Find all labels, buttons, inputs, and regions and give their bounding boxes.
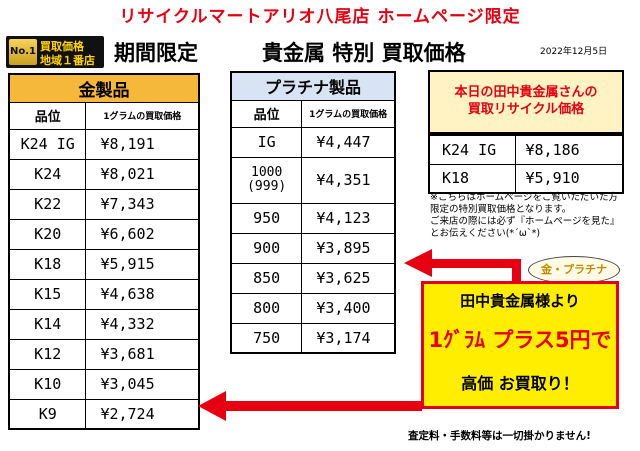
platinum-price-table: プラチナ製品 品位 1グラムの買取価格 IG ¥4,447 1000 (999) ¥…	[230, 71, 396, 354]
table-row: 1000 (999) ¥4,351	[230, 156, 396, 204]
lower-arrow-head-icon	[198, 391, 226, 421]
platinum-price: ¥3,400	[301, 292, 396, 324]
platinum-grade: 750	[230, 322, 303, 354]
gold-grade: K14	[8, 308, 87, 340]
gold-grade: K10	[8, 368, 87, 400]
platinum-price: ¥4,351	[301, 156, 396, 204]
table-row: 900 ¥3,895	[230, 232, 396, 264]
gold-grade: K12	[8, 338, 87, 370]
note-line-1: ※こちらはホームページをご覧いただいた方限定の特別買取価格となります。	[430, 192, 618, 215]
platinum-grade: 850	[230, 262, 303, 294]
gold-price: ¥5,915	[85, 248, 200, 280]
table-row: K15 ¥4,638	[8, 278, 200, 310]
platinum-grade: 1000 (999)	[230, 156, 303, 204]
headline-limited: 期間限定	[114, 41, 198, 65]
no1-medal-icon: No.1	[9, 39, 37, 65]
gold-price-table: 金製品 品位 1グラムの買取価格 K24 IG ¥8,191 K24 ¥8,021 …	[8, 73, 200, 430]
table-row: 950 ¥4,123	[230, 202, 396, 234]
promo-line-3: 高価 お買取り！	[461, 374, 579, 393]
today-price: ¥8,186	[514, 134, 624, 165]
gold-grade: K24 IG	[8, 128, 87, 160]
table-row: 850 ¥3,625	[230, 262, 396, 294]
table-row: K14 ¥4,332	[8, 308, 200, 340]
platinum-grade: IG	[230, 126, 303, 158]
platinum-price: ¥4,447	[301, 126, 396, 158]
note-line-2: ご来店の際には必ず『ホームページを見た』とお伝えください(*´ω`*)	[430, 216, 620, 239]
page-title: リサイクルマートアリオ八尾店 ホームページ限定	[119, 7, 521, 27]
today-title-line-1: 本日の田中貴金属さんの	[454, 85, 598, 100]
today-grade: K24 IG	[428, 134, 516, 165]
gold-price: ¥2,724	[85, 398, 200, 430]
gold-price: ¥6,602	[85, 218, 200, 250]
platinum-grade: 950	[230, 202, 303, 234]
table-row: K24 IG ¥8,186	[428, 134, 624, 165]
gold-price: ¥8,191	[85, 128, 200, 160]
gold-price: ¥4,638	[85, 278, 200, 310]
table-row: 750 ¥3,174	[230, 322, 396, 354]
upper-arrow-shaft	[432, 259, 518, 268]
promo-box: 田中貴金属様より 1ｸﾞﾗﾑ プラス5円で 高価 お買取り！	[421, 281, 619, 409]
table-row: K24 ¥8,021	[8, 158, 200, 190]
table-row: K20 ¥6,602	[8, 218, 200, 250]
platinum-price: ¥3,174	[301, 322, 396, 354]
platinum-grade-main: 1000	[251, 165, 283, 180]
gold-platinum-oval: 金・プラチナ	[528, 256, 620, 284]
gold-price: ¥7,343	[85, 188, 200, 220]
promo-line-2: 1ｸﾞﾗﾑ プラス5円で	[428, 328, 612, 352]
date: 2022年12月5日	[540, 47, 608, 57]
badge-line-2: 地域１番店	[40, 54, 95, 67]
platinum-col-price: 1グラムの買取価格	[301, 99, 396, 128]
upper-arrow-head-icon	[404, 249, 432, 277]
table-row: K10 ¥3,045	[8, 368, 200, 400]
gold-grade: K18	[8, 248, 87, 280]
gold-grade: K20	[8, 218, 87, 250]
platinum-price: ¥3,625	[301, 262, 396, 294]
platinum-price: ¥4,123	[301, 202, 396, 234]
gold-col-price: 1グラムの買取価格	[85, 101, 200, 130]
table-row: K12 ¥3,681	[8, 338, 200, 370]
platinum-table-title: プラチナ製品	[230, 71, 396, 101]
no-fees-note: 査定料・手数料等は一切掛かりません!	[408, 430, 591, 442]
table-row: K18 ¥5,910	[428, 163, 624, 194]
gold-grade: K24	[8, 158, 87, 190]
table-row: K18 ¥5,915	[8, 248, 200, 280]
platinum-grade-sub: (999)	[247, 179, 287, 194]
gold-price: ¥3,681	[85, 338, 200, 370]
badge-line-1: 買取価格	[40, 40, 84, 53]
no1-badge: No.1 買取価格 地域１番店	[6, 36, 104, 68]
promo-line-1: 田中貴金属様より	[460, 292, 580, 310]
platinum-grade: 900	[230, 232, 303, 264]
today-price-title: 本日の田中貴金属さんの 買取リサイクル価格	[428, 70, 624, 134]
today-price: ¥5,910	[514, 163, 624, 194]
gold-price: ¥8,021	[85, 158, 200, 190]
today-price-table: K24 IG ¥8,186 K18 ¥5,910	[428, 134, 624, 194]
gold-grade: K22	[8, 188, 87, 220]
gold-col-grade: 品位	[8, 101, 87, 130]
gold-grade: K9	[8, 398, 87, 430]
gold-grade: K15	[8, 278, 87, 310]
today-grade: K18	[428, 163, 516, 194]
platinum-col-grade: 品位	[230, 99, 303, 128]
table-row: K9 ¥2,724	[8, 398, 200, 430]
gold-price: ¥4,332	[85, 308, 200, 340]
table-row: K22 ¥7,343	[8, 188, 200, 220]
gold-table-title: 金製品	[8, 73, 200, 103]
headline-special-price: 貴金属 特別 買取価格	[262, 41, 466, 65]
lower-arrow-shaft	[226, 401, 422, 411]
platinum-grade: 800	[230, 292, 303, 324]
table-row: IG ¥4,447	[230, 126, 396, 158]
table-row: 800 ¥3,400	[230, 292, 396, 324]
platinum-price: ¥3,895	[301, 232, 396, 264]
special-price-note: ※こちらはホームページをご覧いただいた方限定の特別買取価格となります。 ご来店の…	[430, 192, 626, 240]
table-row: K24 IG ¥8,191	[8, 128, 200, 160]
gold-price: ¥3,045	[85, 368, 200, 400]
today-title-line-2: 買取リサイクル価格	[467, 102, 585, 117]
